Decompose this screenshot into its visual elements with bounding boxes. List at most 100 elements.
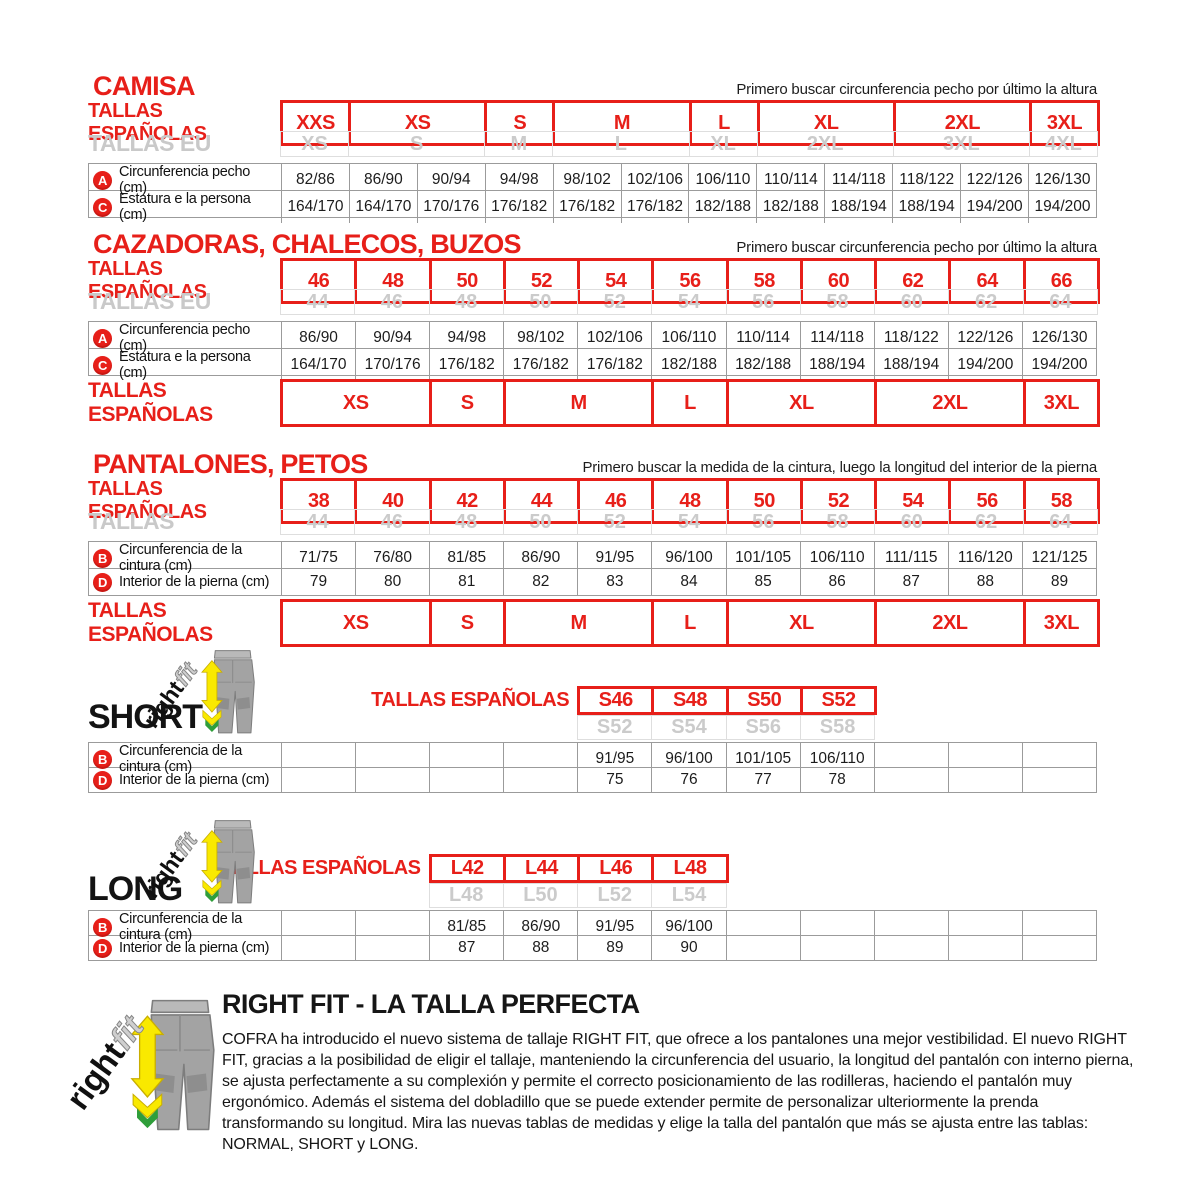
es-sizes-label: TALLAS ESPAÑOLAS xyxy=(371,689,570,711)
size-box-54: 54 xyxy=(874,478,952,524)
size-box-m: M xyxy=(552,100,692,146)
value-cell: 188/194 xyxy=(799,349,874,381)
eu-size-60: 60 xyxy=(874,509,950,535)
size-box-62: 62 xyxy=(874,258,952,304)
value-cell: 176/182 xyxy=(429,349,503,381)
cazadoras-titleline: CAZADORAS, CHALECOS, BUZOS Primero busca… xyxy=(93,231,1097,258)
value-cell: 86/90 xyxy=(503,542,577,574)
empty-cell xyxy=(1021,743,1096,775)
value-cell: 188/194 xyxy=(824,191,892,223)
empty-cell xyxy=(799,936,874,960)
cazadoras-size-table: TALLAS ESPAÑOLAS 46 48 50 52 54 56 58 60 62 64 66 TA… xyxy=(88,258,1100,427)
value-cell: 122/126 xyxy=(960,164,1028,196)
empty-cell xyxy=(503,768,577,792)
size-box-l48: L48 xyxy=(651,854,729,883)
empty-cell xyxy=(799,911,874,943)
size-box-s50: S50 xyxy=(725,686,803,715)
size-box-xl: XL xyxy=(725,379,878,427)
size-box-54: 54 xyxy=(577,258,655,304)
pantalones-size-table: TALLAS ESPAÑOLAS 38 40 42 44 46 48 50 52 54 56 58 TA… xyxy=(88,478,1100,647)
value-cell: 76 xyxy=(651,768,725,792)
section-camisa: CAMISA Primero buscar circunferencia pec… xyxy=(0,70,1200,223)
eu-size-50: 50 xyxy=(502,289,579,315)
section-pantalones: PANTALONES, PETOS Primero buscar la medi… xyxy=(0,451,1200,647)
pantalones-note: Primero buscar la medida de la cintura, … xyxy=(582,459,1097,476)
es-sizes-label: TALLAS ESPAÑOLAS xyxy=(88,599,213,646)
pants-fit-icon xyxy=(197,649,258,742)
eu-size-54: 54 xyxy=(651,289,727,315)
value-cell: 164/170 xyxy=(281,191,349,223)
value-cell: 182/188 xyxy=(688,191,756,223)
value-cell: 194/200 xyxy=(1028,191,1096,223)
value-cell: 176/182 xyxy=(620,191,689,223)
section-cazadoras: CAZADORAS, CHALECOS, BUZOS Primero busca… xyxy=(0,231,1200,427)
value-cell: 176/182 xyxy=(503,349,577,381)
value-cell: 176/182 xyxy=(577,349,651,381)
es-sizes-label: TALLAS ESPAÑOLAS xyxy=(88,100,207,145)
eu-sizes-label: TALLAS EU xyxy=(88,130,211,156)
empty-cell xyxy=(873,768,948,792)
value-cell: 94/98 xyxy=(484,164,553,196)
eu-size-58: 58 xyxy=(799,509,876,535)
cazadoras-note: Primero buscar circunferencia pecho por … xyxy=(736,239,1097,256)
size-box-s: S xyxy=(428,379,506,427)
value-cell: 88 xyxy=(503,936,577,960)
value-cell: 77 xyxy=(725,768,800,792)
eu-size-xs: XS xyxy=(280,131,350,157)
eu-size-s54: S54 xyxy=(651,715,727,740)
row-label-text: Interior de la pierna (cm) xyxy=(119,772,270,788)
row-label: D Interior de la pierna (cm) xyxy=(89,569,281,595)
eu-size-s56: S56 xyxy=(725,715,801,740)
eu-size-64: 64 xyxy=(1022,509,1098,535)
value-cell: 182/188 xyxy=(725,349,800,381)
eu-size-58: 58 xyxy=(799,289,876,315)
eu-size-62: 62 xyxy=(948,509,1024,535)
empty-cell xyxy=(947,936,1022,960)
size-box-52: 52 xyxy=(502,258,581,304)
pantalones-titleline: PANTALONES, PETOS Primero buscar la medi… xyxy=(93,451,1097,478)
value-cell: 83 xyxy=(577,569,651,595)
row-label-text: Interior de la pierna (cm) xyxy=(119,574,270,590)
value-cell: 126/130 xyxy=(1021,322,1096,354)
row-label: B Circunferencia de la cintura (cm) xyxy=(89,542,281,574)
eu-size-56: 56 xyxy=(725,289,801,315)
value-cell: 90 xyxy=(651,936,725,960)
value-cell: 122/126 xyxy=(947,322,1022,354)
empty-cell xyxy=(355,911,429,943)
eu-size-56: 56 xyxy=(725,509,801,535)
empty-cell xyxy=(725,936,800,960)
eu-size-3xl: 3XL xyxy=(892,131,1030,157)
value-cell: 96/100 xyxy=(651,743,725,775)
value-cell: 170/176 xyxy=(416,191,485,223)
value-cell: 182/188 xyxy=(651,349,725,381)
size-box-58: 58 xyxy=(1022,478,1100,524)
es-sizes-label: TALLAS ESPAÑOLAS xyxy=(222,857,421,879)
row-label-text: Interior de la pierna (cm) xyxy=(119,940,270,956)
value-cell: 176/182 xyxy=(484,191,553,223)
eu-size-l52: L52 xyxy=(577,883,653,908)
value-cell: 96/100 xyxy=(651,911,725,943)
size-box-56: 56 xyxy=(948,478,1026,524)
size-box-s52: S52 xyxy=(799,686,878,715)
value-cell: 188/194 xyxy=(892,191,960,223)
row-label: A Circunferencia pecho (cm) xyxy=(89,164,281,196)
value-cell: 86/90 xyxy=(348,164,417,196)
pants-fit-icon xyxy=(124,998,220,1141)
value-cell: 81/85 xyxy=(429,542,503,574)
eu-size-s: S xyxy=(348,131,486,157)
eu-size-m: M xyxy=(484,131,554,157)
value-cell: 89 xyxy=(577,936,651,960)
eu-size-48: 48 xyxy=(428,289,504,315)
value-cell: 101/105 xyxy=(725,542,800,574)
value-cell: 98/102 xyxy=(503,322,577,354)
value-cell: 182/188 xyxy=(756,191,824,223)
value-cell: 102/106 xyxy=(620,164,689,196)
eu-size-l54: L54 xyxy=(651,883,727,908)
eu-sizes-label: TALLAS EU xyxy=(88,288,211,314)
camisa-size-table: TALLAS ESPAÑOLAS XXS XS S M L XL 2XL 3XL TALLAS E… xyxy=(88,100,1100,223)
value-cell: 76/80 xyxy=(355,542,429,574)
eu-size-60: 60 xyxy=(874,289,950,315)
value-cell: 110/114 xyxy=(756,164,824,196)
value-cell: 164/170 xyxy=(348,191,417,223)
empty-cell xyxy=(873,936,948,960)
